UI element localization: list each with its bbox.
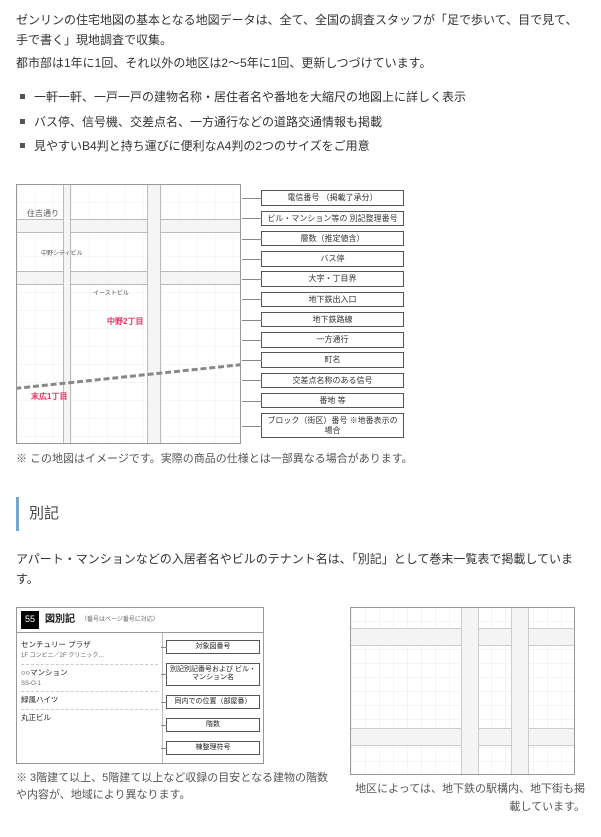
main-map-image: 住吉通り 中野2丁目 末広1丁目 中野シティビル イーストビル xyxy=(16,184,241,444)
zubetsu-tag: 対象図番号 xyxy=(166,640,260,654)
intro-block: ゼンリンの住宅地図の基本となる地図データは、全て、全国の調査スタッフが「足で歩い… xyxy=(16,10,585,73)
legend-item: 層数（推定値含） xyxy=(261,231,404,247)
legend-item: ブロック（街区）番号 ※地番表示の場合 xyxy=(261,413,404,438)
legend-item: 電信番号 （掲載了承分） xyxy=(261,190,404,206)
feature-item: 見やすいB4判と持ち運びに便利なA4判の2つのサイズをご用意 xyxy=(20,136,585,156)
legend-item: 大字・丁目界 xyxy=(261,271,404,287)
legend-item: 地下鉄出入口 xyxy=(261,292,404,308)
legend-item: 地下鉄路線 xyxy=(261,312,404,328)
betsuki-right-caption: 地区によっては、地下鉄の駅構内、地下街も掲載しています。 xyxy=(350,781,585,816)
zubetsu-entry: ○○マンション SS-O-1 xyxy=(21,665,158,693)
main-map-legend: 電信番号 （掲載了承分） ビル・マンション等の 別記整理番号 層数（推定値含） … xyxy=(241,184,404,444)
underground-map-image xyxy=(350,607,575,775)
betsuki-lead: アパート・マンションなどの入居者名やビルのテナント名は、「別記」として巻末一覧表… xyxy=(16,549,585,590)
zubetsu-tags: 対象図番号 別記別記番号および ビル・マンション名 同内での位置（部屋番） 階数… xyxy=(163,633,263,763)
intro-line-1: ゼンリンの住宅地図の基本となる地図データは、全て、全国の調査スタッフが「足で歩い… xyxy=(16,10,585,51)
legend-item: ビル・マンション等の 別記整理番号 xyxy=(261,211,404,227)
legend-item: 番地 等 xyxy=(261,393,404,409)
main-map-block: 住吉通り 中野2丁目 末広1丁目 中野シティビル イーストビル 電信番号 （掲載… xyxy=(16,184,404,444)
legend-item: 交差点名称のある信号 xyxy=(261,373,404,389)
zubetsu-entries: センチュリー プラザ 1F コンビニ／2F クリニック… ○○マンション SS-… xyxy=(17,633,163,763)
betsuki-two-col: 55 図別記 （番号はページ番号に対応） センチュリー プラザ 1F コンビニ／… xyxy=(16,607,585,816)
legend-item: バス停 xyxy=(261,251,404,267)
zubetsu-header: 55 図別記 （番号はページ番号に対応） xyxy=(17,608,263,632)
zubetsu-title-note: （番号はページ番号に対応） xyxy=(81,615,159,625)
zubetsu-entry: センチュリー プラザ 1F コンビニ／2F クリニック… xyxy=(21,637,158,665)
zubetsu-tag: 階数 xyxy=(166,718,260,732)
zubetsu-title: 図別記 xyxy=(45,611,75,628)
zubetsu-badge: 55 xyxy=(21,611,39,628)
legend-item: 一方通行 xyxy=(261,332,404,348)
feature-list: 一軒一軒、一戸一戸の建物名称・居住者名や番地を大縮尺の地図上に詳しく表示 バス停… xyxy=(20,87,585,156)
zubetsu-panel: 55 図別記 （番号はページ番号に対応） センチュリー プラザ 1F コンビニ／… xyxy=(16,607,264,763)
main-map-caption: ※ この地図はイメージです。実際の商品の仕様とは一部異なる場合があります。 xyxy=(16,450,585,469)
zubetsu-tag: 同内での位置（部屋番） xyxy=(166,695,260,709)
zubetsu-tag: 別記別記番号および ビル・マンション名 xyxy=(166,663,260,686)
legend-item: 町名 xyxy=(261,352,404,368)
zubetsu-entry: 緑風ハイツ xyxy=(21,692,158,710)
feature-item: バス停、信号機、交差点名、一方通行などの道路交通情報も掲載 xyxy=(20,112,585,132)
betsuki-right-col: 地区によっては、地下鉄の駅構内、地下街も掲載しています。 xyxy=(350,607,585,816)
zubetsu-tag: 棟整理符号 xyxy=(166,741,260,755)
feature-item: 一軒一軒、一戸一戸の建物名称・居住者名や番地を大縮尺の地図上に詳しく表示 xyxy=(20,87,585,107)
zubetsu-entry: 丸正ビル xyxy=(21,710,158,727)
intro-line-2: 都市部は1年に1回、それ以外の地区は2〜5年に1回、更新しつづけています。 xyxy=(16,53,585,73)
section-heading-betsuki: 別記 xyxy=(16,497,585,531)
betsuki-left-col: 55 図別記 （番号はページ番号に対応） センチュリー プラザ 1F コンビニ／… xyxy=(16,607,330,804)
betsuki-left-caption: ※ 3階建て以上、5階建て以上など収録の目安となる建物の階数や内容が、地域により… xyxy=(16,770,330,805)
